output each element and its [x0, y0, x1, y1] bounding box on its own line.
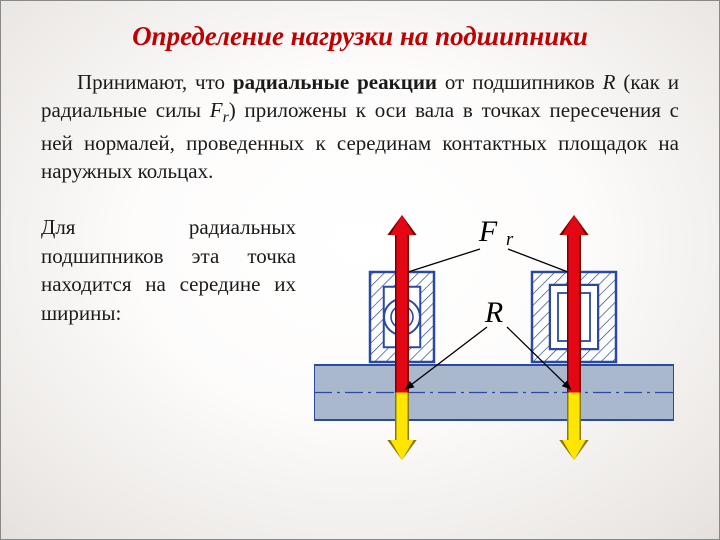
paragraph-1: Принимают, что радиальные реакции от под… [41, 68, 679, 185]
svg-text:R: R [484, 296, 503, 329]
svg-text:r: r [506, 229, 514, 250]
slide-title: Определение нагрузки на подшипники [41, 21, 679, 52]
content-row: Для радиальных подшипников эта точка нах… [41, 207, 679, 467]
p1-var-F: F [210, 98, 223, 122]
p1-bold: радиальные реакции [233, 70, 437, 94]
svg-text:F: F [478, 215, 498, 248]
paragraph-2: Для радиальных подшипников эта точка нах… [41, 207, 296, 326]
p1-text-c: от подшипников [437, 70, 603, 94]
p1-text-a: Принимают, что [77, 70, 233, 94]
p1-var-R: R [603, 70, 616, 94]
bearing-diagram: Fr R [314, 207, 674, 467]
